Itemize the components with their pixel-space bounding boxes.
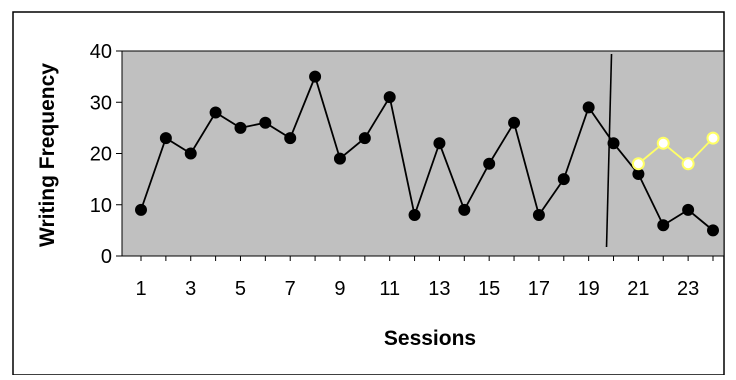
x-tick-label: 3	[185, 278, 196, 300]
series-1-point	[209, 106, 222, 119]
x-tick-label: 13	[428, 278, 450, 300]
y-axis-label: Writing Frequency	[36, 63, 59, 247]
y-tick-label: 30	[90, 92, 112, 114]
phase-change-line	[605, 53, 613, 248]
x-tick-label: 7	[285, 278, 296, 300]
series-1-point	[483, 157, 496, 170]
series-1-point	[508, 116, 521, 129]
x-tick-label: 19	[578, 278, 600, 300]
y-tick-label: 40	[90, 41, 112, 63]
series-1-point	[707, 224, 719, 237]
series-1-point	[557, 173, 570, 186]
x-tick-label: 15	[478, 278, 500, 300]
series-1-point	[433, 137, 446, 150]
x-tick-label: 9	[334, 278, 345, 300]
y-tick-label: 20	[90, 144, 112, 166]
series-1-point	[657, 219, 670, 232]
series-1-point	[184, 147, 197, 160]
series-1-point	[259, 116, 272, 129]
series-1-point	[458, 203, 471, 216]
x-tick-label: 1	[135, 278, 146, 300]
series-1-point	[358, 132, 371, 145]
x-axis: 1 3 5 7 9 11 13 15 17 19 21 23	[122, 255, 724, 300]
series-2-point	[656, 136, 670, 150]
series-1-point	[682, 203, 695, 216]
x-tick-label: 23	[677, 278, 699, 300]
series-1-point	[309, 70, 322, 83]
y-axis: 0 10 20 30 40	[90, 41, 123, 268]
y-tick-label: 10	[90, 195, 112, 217]
series-1-point	[234, 121, 247, 134]
series-1-point	[284, 132, 297, 145]
series-1-point	[135, 203, 147, 216]
series-1-point	[333, 152, 346, 165]
x-tick-label: 11	[379, 278, 400, 300]
series-1-point	[408, 209, 421, 221]
series-1-point	[532, 209, 545, 221]
x-tick-label: 17	[528, 278, 550, 300]
series-1-point	[159, 132, 172, 145]
series-1-point	[383, 91, 396, 104]
series-1-point	[582, 101, 595, 114]
y-tick-label: 0	[101, 246, 112, 268]
x-tick-label: 21	[627, 278, 649, 300]
series-2-line	[637, 137, 714, 165]
series-2-point	[631, 157, 645, 171]
series-layer	[135, 70, 720, 237]
series-2-point	[681, 157, 695, 171]
series-2-point	[706, 131, 720, 145]
phase-change-line-stroke	[605, 53, 613, 248]
series-1-point	[607, 137, 620, 150]
x-tick-label: 5	[235, 278, 246, 300]
plot-area	[121, 50, 725, 257]
x-axis-label: Sessions	[384, 327, 476, 350]
